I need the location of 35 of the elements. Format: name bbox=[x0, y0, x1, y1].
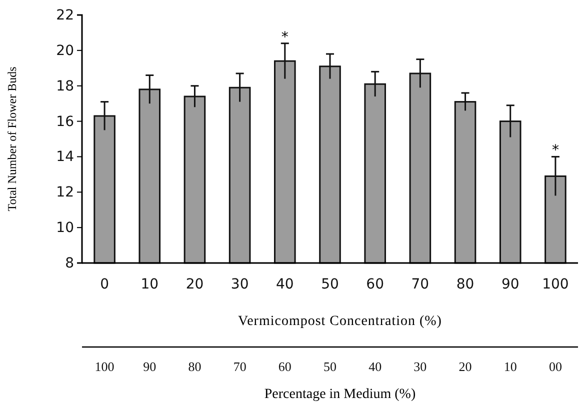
x2-tick-label: 100 bbox=[94, 358, 114, 374]
y-axis-title: Total Number of Flower Buds bbox=[5, 66, 19, 212]
annotation: * bbox=[281, 29, 288, 46]
x-tick-label: 10 bbox=[140, 276, 159, 292]
y-tick-label: 14 bbox=[56, 149, 74, 166]
y-tick-label: 10 bbox=[56, 220, 74, 236]
x-tick-label: 20 bbox=[186, 276, 204, 292]
x-axis-title: Vermicompost Concentration (%) bbox=[238, 314, 442, 329]
x2-tick-label: 90 bbox=[143, 358, 156, 374]
x2-tick-label: 60 bbox=[278, 358, 292, 374]
y-tick-label: 12 bbox=[56, 184, 74, 201]
x-tick-label: 100 bbox=[542, 276, 569, 292]
x2-tick-label: 50 bbox=[324, 358, 336, 374]
x-tick-label: 40 bbox=[276, 276, 294, 292]
x-tick-label: 80 bbox=[456, 276, 474, 292]
x2-tick-label: 30 bbox=[414, 358, 427, 374]
y-tick-label: 22 bbox=[56, 7, 74, 24]
x2-tick-label: 70 bbox=[233, 358, 246, 374]
x2-axis-title: Percentage in Medium (%) bbox=[264, 387, 416, 402]
annotation: * bbox=[552, 142, 559, 159]
x2-tick-label: 10 bbox=[504, 358, 517, 374]
x-tick-label: 60 bbox=[366, 276, 384, 292]
y-tick-label: 16 bbox=[56, 114, 74, 130]
x-tick-label: 30 bbox=[230, 276, 249, 292]
x2-tick-label: 20 bbox=[458, 358, 472, 374]
y-tick-label: 8 bbox=[65, 255, 74, 272]
x-tick-label: 50 bbox=[321, 276, 339, 292]
x2-tick-label: 80 bbox=[188, 358, 202, 374]
x2-tick-label: 00 bbox=[548, 358, 562, 374]
y-tick-label: 18 bbox=[56, 78, 74, 94]
x2-tick-label: 40 bbox=[368, 358, 382, 374]
x-tick-label: 0 bbox=[100, 276, 110, 292]
x-tick-label: 90 bbox=[501, 276, 520, 292]
y-tick-label: 20 bbox=[56, 42, 74, 59]
x-tick-label: 70 bbox=[411, 276, 430, 292]
